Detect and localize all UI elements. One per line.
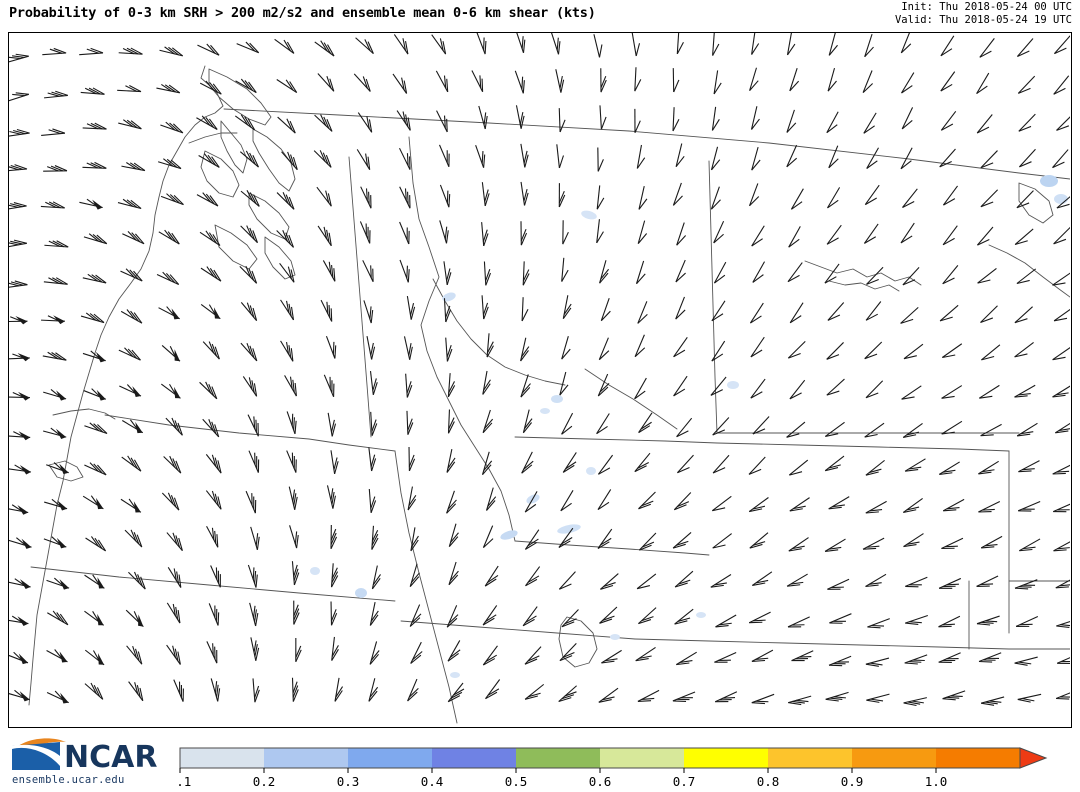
- colorbar-band: [768, 748, 852, 768]
- prob-patch: [500, 530, 518, 540]
- colorbar-band: [264, 748, 348, 768]
- border-mt-nd: [708, 160, 718, 434]
- colorbar[interactable]: 0.1 0.2 0.3 0.4 0.5 0.6 0.7 0.8 0.9 1.0: [176, 746, 1056, 790]
- colorbar-band: [432, 748, 516, 768]
- colorbar-band: [180, 748, 264, 768]
- ncar-logo[interactable]: NCAR: [6, 736, 171, 788]
- olympic-peninsula: [200, 150, 240, 198]
- ncar-logo-white-sweep: [12, 744, 60, 766]
- border-id-mt: [408, 136, 516, 542]
- prob-patch: [1054, 194, 1068, 204]
- colorbar-tick-label: 0.9: [841, 774, 864, 789]
- ncar-logo-wordmark: NCAR: [64, 740, 157, 775]
- colorbar-bands: [179, 747, 1048, 769]
- colorbar-tick-label: 0.2: [253, 774, 276, 789]
- border-or-id: [394, 450, 458, 724]
- prob-patch: [696, 612, 706, 618]
- ncar-logo-mark: NCAR: [12, 738, 157, 775]
- colorbar-band: [516, 748, 600, 768]
- border-wy-sd: [716, 442, 1010, 452]
- international-border: [223, 108, 1070, 180]
- init-time-label: Init: Thu 2018-05-24 00 UTC: [901, 1, 1072, 13]
- strait-detail: [188, 132, 238, 144]
- map-panel[interactable]: [8, 32, 1072, 728]
- colorbar-tick-label: 0.5: [505, 774, 528, 789]
- colorbar-tick-label: 1.0: [925, 774, 948, 789]
- colorbar-tick-label: 0.3: [337, 774, 360, 789]
- inland-waters-2: [214, 224, 258, 270]
- colorbar-band: [348, 748, 432, 768]
- prob-patch: [727, 381, 739, 389]
- river-columbia-mouth: [52, 408, 116, 420]
- prob-patch: [355, 588, 367, 598]
- border-mt-wy: [514, 540, 710, 556]
- colorbar-band: [936, 748, 1020, 768]
- vancouver-island: [208, 68, 272, 126]
- puget-sound-inlet-2: [252, 128, 296, 192]
- colorbar-band: [684, 748, 768, 768]
- colorbar-ticks: [179, 768, 937, 773]
- forecast-time-block: Init: Thu 2018-05-24 00 UTC Valid: Thu 2…: [895, 1, 1072, 27]
- ncar-url-label: ensemble.ucar.edu: [12, 774, 125, 786]
- prob-patch: [540, 408, 550, 414]
- colorbar-extend-arrow: [1019, 747, 1048, 769]
- colorbar-canvas[interactable]: 0.1 0.2 0.3 0.4 0.5 0.6 0.7 0.8 0.9 1.0: [176, 746, 1056, 790]
- prob-patch: [557, 524, 581, 534]
- prob-patch: [610, 634, 620, 640]
- prob-patch: [310, 567, 320, 575]
- colorbar-tick-label: 0.8: [757, 774, 780, 789]
- lake-sakakawea: [828, 280, 900, 292]
- coast-bay-1: [48, 460, 84, 482]
- map-canvas[interactable]: [9, 33, 1070, 726]
- colorbar-tick-label: 0.1: [176, 774, 191, 789]
- ncar-logo-blue-flag: [12, 742, 60, 770]
- border-wa-id: [348, 156, 372, 438]
- geography-layer: [28, 65, 1070, 724]
- colorbar-tick-label: 0.4: [421, 774, 444, 789]
- page-title: Probability of 0-3 km SRH > 200 m2/s2 an…: [9, 5, 596, 21]
- border-id-ut: [400, 620, 636, 640]
- prob-patch: [586, 467, 596, 475]
- river-missouri: [804, 260, 922, 286]
- colorbar-tick-labels: 0.1 0.2 0.3 0.4 0.5 0.6 0.7 0.8 0.9 1.0: [176, 774, 947, 789]
- border-wa-or: [104, 414, 396, 452]
- border-wy-south: [634, 638, 1010, 650]
- colorbar-tick-label: 0.7: [673, 774, 696, 789]
- valid-time-label: Valid: Thu 2018-05-24 19 UTC: [894, 14, 1072, 26]
- colorbar-tick-label: 0.6: [589, 774, 612, 789]
- colorbar-band: [600, 748, 684, 768]
- border-mt-wy-2: [514, 436, 718, 444]
- border-or-ca-nv: [30, 566, 396, 602]
- prob-patch: [1040, 175, 1058, 187]
- prob-patch: [442, 292, 456, 302]
- coastline-pacific: [28, 65, 224, 706]
- prob-patch: [581, 210, 597, 220]
- plot-header: Probability of 0-3 km SRH > 200 m2/s2 an…: [0, 0, 1080, 32]
- great-salt-lake: [558, 616, 598, 668]
- river-yellowstone: [584, 368, 678, 430]
- prob-patch: [450, 672, 460, 678]
- prob-patch: [551, 395, 563, 403]
- colorbar-band: [852, 748, 936, 768]
- puget-sound-inlet-1: [220, 120, 248, 174]
